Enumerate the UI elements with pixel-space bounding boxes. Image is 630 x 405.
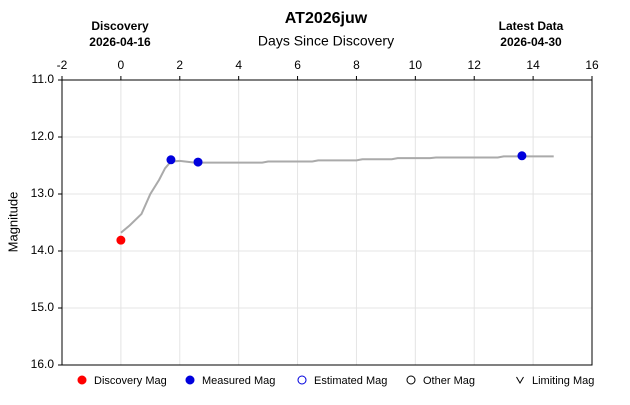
marker (297, 375, 307, 385)
chart-title: AT2026juw (285, 10, 368, 27)
marker (116, 235, 126, 245)
marker (193, 157, 203, 167)
marker (517, 151, 527, 161)
y-tick-label: 16.0 (31, 357, 55, 371)
x-tick-label: 0 (118, 58, 125, 72)
x-tick-label: 10 (409, 58, 423, 72)
marker (166, 155, 176, 165)
marker (516, 376, 524, 384)
y-axis-label: Magnitude (5, 192, 20, 253)
legend-label: Discovery Mag (94, 375, 167, 387)
marker (406, 375, 416, 385)
plot-frame (61, 79, 593, 366)
legend-label: Estimated Mag (314, 375, 387, 387)
x-tick-label: 4 (235, 58, 242, 72)
legend-label: Limiting Mag (532, 375, 594, 387)
annotation: Discovery (91, 19, 149, 33)
marker (185, 375, 195, 385)
annotation-date: 2026-04-16 (89, 35, 151, 49)
legend-label: Other Mag (423, 375, 475, 387)
y-tick-label: 11.0 (32, 72, 55, 86)
x-tick-label: 6 (294, 58, 301, 72)
fit-curve (120, 155, 554, 234)
x-tick-label: 16 (585, 58, 599, 72)
y-tick-label: 12.0 (31, 129, 55, 143)
x-tick-label: 14 (526, 58, 540, 72)
y-tick-label: 14.0 (31, 243, 55, 257)
annotation-date: 2026-04-30 (500, 35, 562, 49)
annotation: Latest Data (499, 19, 564, 33)
legend-label: Measured Mag (202, 375, 275, 387)
y-tick-label: 15.0 (31, 300, 55, 314)
x-tick-label: -2 (57, 58, 68, 72)
x-tick-label: 8 (353, 58, 360, 72)
x-tick-label: 2 (176, 58, 183, 72)
marker (77, 375, 87, 385)
x-tick-label: 12 (468, 58, 482, 72)
x-axis-label: Days Since Discovery (258, 33, 394, 49)
y-tick-label: 13.0 (31, 186, 55, 200)
